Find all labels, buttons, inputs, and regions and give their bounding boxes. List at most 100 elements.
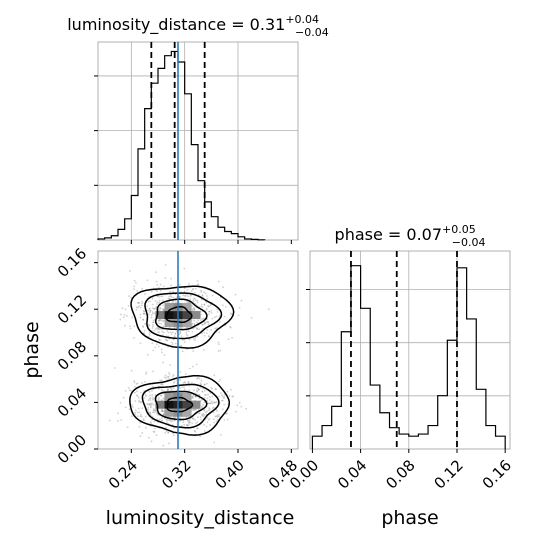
luminosity-histogram-step <box>97 50 266 241</box>
sample-point <box>191 422 194 425</box>
sample-point <box>139 342 142 345</box>
sample-point <box>178 296 181 299</box>
sample-point <box>167 418 170 421</box>
sample-point <box>201 405 203 408</box>
sample-point <box>160 410 163 413</box>
sample-point <box>195 363 198 366</box>
contour-mode0-level2 <box>144 292 223 340</box>
sample-point <box>159 379 162 382</box>
sample-point <box>153 431 156 433</box>
sample-point <box>185 333 188 336</box>
sample-point <box>149 397 152 399</box>
sample-point <box>188 421 191 423</box>
sample-point <box>208 310 211 313</box>
sample-point <box>161 409 163 411</box>
sample-point <box>155 280 158 283</box>
sample-point <box>140 401 142 404</box>
sample-point <box>153 420 156 423</box>
sample-point <box>207 321 210 324</box>
sample-point <box>151 418 154 421</box>
sample-point <box>164 338 167 341</box>
sample-point <box>197 319 200 322</box>
sample-point <box>161 295 164 298</box>
sample-point <box>227 338 230 341</box>
sample-point <box>166 419 169 421</box>
sample-point <box>210 310 213 312</box>
sample-point <box>133 279 136 282</box>
sample-point <box>166 339 169 342</box>
sample-point <box>143 397 146 399</box>
sample-point <box>217 395 220 398</box>
sample-point <box>197 388 200 391</box>
sample-point <box>138 400 140 403</box>
sample-point <box>183 338 186 341</box>
sample-point <box>159 309 161 312</box>
sample-point <box>174 332 177 335</box>
sample-point <box>138 425 141 428</box>
sample-point <box>157 327 160 330</box>
sample-point <box>196 280 199 282</box>
sample-point <box>172 300 175 303</box>
sample-point <box>193 323 196 326</box>
sample-point <box>197 427 199 430</box>
phase-histogram-grid <box>310 251 510 449</box>
sample-point <box>179 332 182 335</box>
sample-point <box>221 399 224 402</box>
sample-point <box>142 326 145 328</box>
sample-point <box>212 418 215 421</box>
sample-point <box>167 389 170 392</box>
sample-point <box>135 308 138 311</box>
sample-point <box>159 283 162 286</box>
phase-histogram-panel: 0.00 0.04 0.08 0.12 0.16 phase = 0.07+0.05 −0… <box>286 223 515 529</box>
sample-point <box>184 382 187 384</box>
sample-point <box>208 417 211 420</box>
sample-point <box>147 407 150 409</box>
sample-point <box>218 380 221 383</box>
sample-point <box>223 396 226 398</box>
sample-point <box>205 425 208 428</box>
sample-point <box>216 418 219 421</box>
sample-point <box>142 318 145 321</box>
sample-point <box>119 401 122 404</box>
sample-point <box>167 371 170 374</box>
sample-point <box>148 397 151 400</box>
sample-point <box>197 283 199 285</box>
sample-point <box>201 406 204 409</box>
sample-point <box>162 325 165 328</box>
sample-point <box>163 376 166 379</box>
sample-point <box>230 313 233 316</box>
sample-point <box>162 413 165 416</box>
sample-point <box>108 419 111 422</box>
sample-point <box>206 320 209 323</box>
sample-point <box>168 295 171 298</box>
sample-point <box>217 280 220 283</box>
sample-point <box>169 418 172 421</box>
sample-point <box>162 309 165 312</box>
sample-point <box>161 382 164 385</box>
sample-point <box>152 430 155 433</box>
sample-point <box>201 390 204 393</box>
sample-point <box>186 289 189 291</box>
sample-point <box>144 393 147 396</box>
sample-point <box>217 350 220 352</box>
sample-point <box>166 301 169 304</box>
luminosity-title-minus: −0.04 <box>295 26 329 39</box>
contour-mode1-level2 <box>141 383 220 429</box>
sample-point <box>136 411 139 414</box>
sample-point <box>211 294 214 297</box>
sample-point <box>221 395 224 398</box>
sample-point <box>133 336 135 339</box>
sample-point <box>202 415 205 418</box>
sample-point <box>217 415 220 418</box>
sample-point <box>209 399 211 401</box>
sample-point <box>160 319 163 322</box>
sample-point <box>200 319 202 322</box>
sample-point <box>174 333 177 335</box>
sample-point <box>238 306 241 309</box>
sample-point <box>158 331 161 334</box>
sample-point <box>205 309 208 311</box>
sample-point <box>160 398 163 401</box>
sample-point <box>179 371 182 373</box>
sample-point <box>203 331 206 334</box>
